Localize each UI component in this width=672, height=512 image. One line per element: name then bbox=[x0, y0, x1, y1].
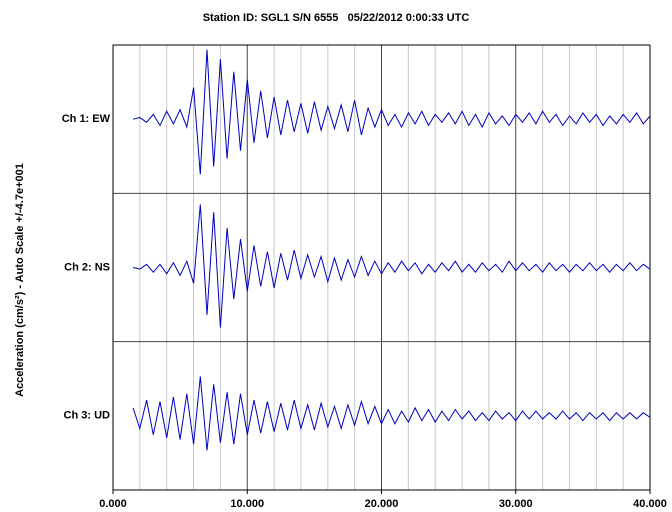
x-tick-label: 20.000 bbox=[365, 498, 399, 510]
x-tick-label: 30.000 bbox=[499, 498, 533, 510]
x-tick-label: 0.000 bbox=[99, 498, 127, 510]
plot-frame bbox=[112, 44, 651, 491]
y-axis-label: Acceleration (cm/s²) - Auto Scale +/-4.7… bbox=[14, 163, 26, 397]
waveform bbox=[132, 376, 651, 451]
waveform bbox=[132, 49, 651, 175]
channel-label: Ch 2: NS bbox=[64, 261, 110, 273]
channel-label: Ch 1: EW bbox=[62, 113, 111, 125]
x-tick-label: 10.000 bbox=[230, 498, 264, 510]
channel-label: Ch 3: UD bbox=[64, 410, 111, 422]
waveform bbox=[132, 204, 651, 328]
chart-title: Station ID: SGL1 S/N 6555 05/22/2012 0:0… bbox=[203, 12, 470, 24]
x-tick-label: 40.000 bbox=[633, 498, 667, 510]
